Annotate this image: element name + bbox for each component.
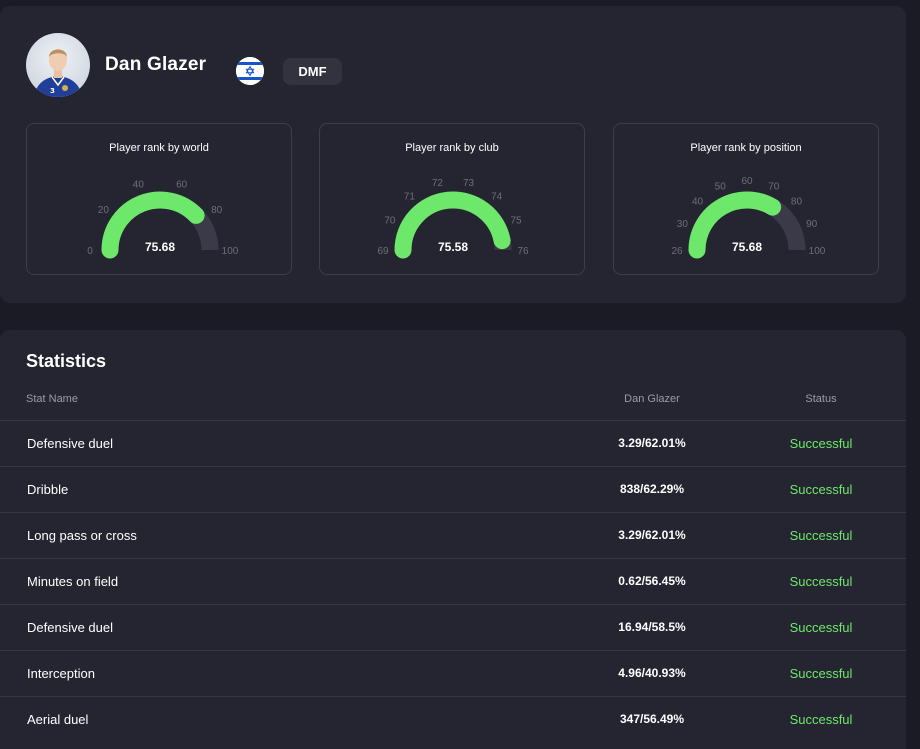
table-row: Defensive duel 3.29/62.01% Successful	[0, 420, 906, 466]
table-row: Dribble 838/62.29% Successful	[0, 466, 906, 512]
stat-value: 0.62/56.45%	[618, 574, 686, 588]
gauge-tick-label: 70	[384, 216, 396, 227]
gauge-tick-label: 30	[677, 219, 689, 230]
gauge-tick-label: 75	[511, 216, 523, 227]
gauge-tick-label: 90	[806, 219, 818, 230]
gauge-title: Player rank by club	[405, 142, 499, 154]
position-badge: DMF	[283, 58, 342, 85]
stat-value: 3.29/62.01%	[618, 528, 686, 542]
svg-text:3: 3	[50, 87, 55, 95]
table-row: Minutes on field 0.62/56.45% Successful	[0, 558, 906, 604]
statistics-title: Statistics	[26, 351, 107, 371]
gauge-tick-label: 100	[809, 246, 826, 257]
gauge-tick-label: 71	[404, 191, 416, 202]
gauge-tick-label: 76	[517, 246, 529, 257]
stat-name: Defensive duel	[27, 620, 113, 635]
table-row: Long pass or cross 3.29/62.01% Successfu…	[0, 512, 906, 558]
gauge-tick-label: 20	[98, 205, 110, 216]
column-header-stat-name: Stat Name	[26, 393, 78, 405]
stat-name: Long pass or cross	[27, 528, 137, 543]
stat-value: 838/62.29%	[619, 482, 685, 496]
table-row: Aerial duel 347/56.49% Successful	[0, 696, 906, 742]
gauge-value-label: 75.68	[145, 240, 175, 254]
gauge-tick-label: 69	[377, 246, 389, 257]
gauge-tick-label: 70	[768, 181, 780, 192]
stat-name: Interception	[27, 666, 95, 681]
stat-status: Successful	[789, 482, 853, 497]
gauge-tick-label: 80	[211, 205, 223, 216]
israel-flag-icon	[236, 57, 264, 85]
table-row: Interception 4.96/40.93% Successful	[0, 650, 906, 696]
stat-status: Successful	[789, 436, 853, 451]
gauge-tick-label: 0	[87, 246, 93, 257]
gauge-rank-by-position: Player rank by position 26 30 40 50 60 70 80 90…	[613, 123, 879, 275]
gauge-title: Player rank by position	[690, 142, 802, 154]
stat-status: Successful	[789, 574, 853, 589]
gauge-value-arc	[394, 191, 511, 259]
stat-value: 16.94/58.5%	[618, 620, 686, 634]
column-header-player: Dan Glazer	[624, 393, 680, 405]
stat-status: Successful	[789, 712, 853, 727]
stat-value: 347/56.49%	[619, 712, 685, 726]
gauge-chart: 0 20 40 60 80 100 75.68	[87, 179, 239, 259]
column-header-status: Status	[805, 393, 837, 405]
gauge-value-label: 75.68	[732, 240, 762, 254]
stat-status: Successful	[789, 620, 853, 635]
gauge-rank-by-world: Player rank by world 0 20 40 60 80 100 75.68	[26, 123, 292, 275]
stat-status: Successful	[789, 666, 853, 681]
stat-name: Minutes on field	[27, 574, 119, 589]
stat-name: Defensive duel	[27, 436, 113, 451]
player-avatar-image: 3	[34, 49, 82, 97]
stat-status: Successful	[789, 528, 853, 543]
statistics-table: Defensive duel 3.29/62.01% Successful Dr…	[0, 420, 906, 742]
stat-value: 3.29/62.01%	[618, 436, 686, 450]
gauge-title: Player rank by world	[109, 142, 209, 154]
stat-name: Aerial duel	[27, 712, 89, 727]
gauge-tick-label: 73	[463, 178, 475, 189]
gauge-tick-label: 40	[692, 197, 704, 208]
table-row: Defensive duel 16.94/58.5% Successful	[0, 604, 906, 650]
gauge-tick-label: 50	[715, 181, 727, 192]
stat-value: 4.96/40.93%	[618, 666, 686, 680]
gauge-tick-label: 80	[791, 197, 803, 208]
gauge-value-arc	[688, 191, 782, 259]
gauge-rank-by-club: Player rank by club 69 70 71 72 73 74 75 76 75.5…	[319, 123, 585, 275]
gauge-value-arc	[101, 191, 205, 259]
player-name: Dan Glazer	[105, 54, 207, 75]
gauge-chart: 69 70 71 72 73 74 75 76 75.58	[377, 178, 529, 259]
stat-name: Dribble	[27, 482, 69, 497]
gauge-tick-label: 60	[176, 179, 188, 190]
gauge-tick-label: 60	[741, 176, 753, 187]
statistics-card: Statistics Stat Name Dan Glazer Status D…	[0, 330, 906, 749]
gauge-tick-label: 26	[671, 246, 683, 257]
gauge-value-label: 75.58	[438, 240, 468, 254]
player-profile-card: 3 Dan Glazer DMF Player rank by world 0 2…	[0, 6, 906, 303]
gauge-tick-label: 40	[133, 179, 145, 190]
gauge-tick-label: 100	[222, 246, 239, 257]
player-avatar: 3	[26, 33, 90, 97]
gauge-tick-label: 72	[432, 178, 444, 189]
gauge-tick-label: 74	[491, 191, 503, 202]
